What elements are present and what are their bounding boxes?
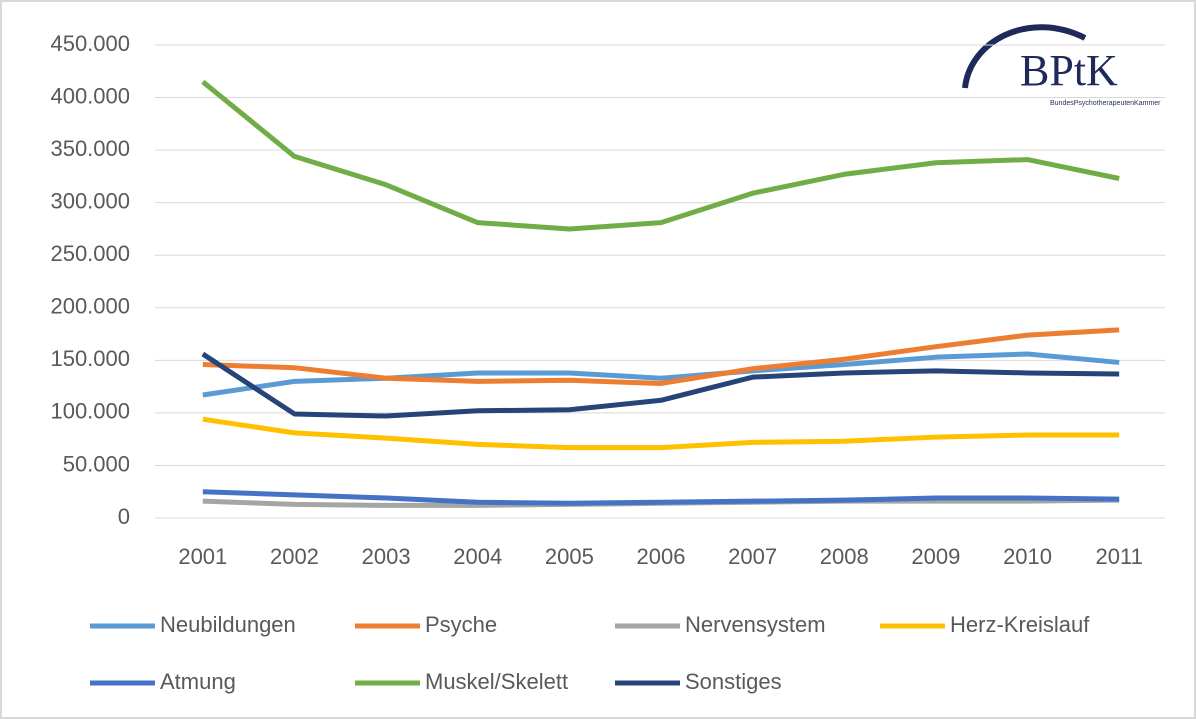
x-tick-label: 2002 [270, 544, 319, 569]
series-line [202, 489, 1120, 506]
y-tick-label: 50.000 [63, 451, 130, 476]
logo-subtitle: BundesPsychotherapeutenKammer [1050, 100, 1161, 107]
x-tick-label: 2009 [911, 544, 960, 569]
y-tick-label: 350.000 [50, 136, 130, 161]
legend-label: Psyche [425, 612, 497, 637]
legend-label: Nervensystem [685, 612, 826, 637]
legend-label: Sonstiges [685, 669, 782, 694]
y-tick-label: 100.000 [50, 399, 130, 424]
series-line [202, 416, 1120, 451]
y-tick-label: 400.000 [50, 83, 130, 108]
y-tick-label: 0 [118, 504, 130, 529]
y-tick-label: 450.000 [50, 31, 130, 56]
series-line [201, 351, 1120, 419]
y-tick-label: 250.000 [50, 241, 130, 266]
x-tick-label: 2003 [362, 544, 411, 569]
x-tick-label: 2008 [820, 544, 869, 569]
legend-label: Herz-Kreislauf [950, 612, 1090, 637]
x-tick-label: 2004 [453, 544, 502, 569]
series-line [202, 327, 1120, 386]
legend-label: Atmung [160, 669, 236, 694]
legend-label: Muskel/Skelett [425, 669, 568, 694]
series-line [201, 79, 1120, 232]
y-tick-label: 200.000 [50, 294, 130, 319]
x-tick-label: 2011 [1096, 544, 1143, 569]
x-tick-label: 2005 [545, 544, 594, 569]
logo-text: BPtK [1020, 46, 1118, 95]
x-tick-label: 2010 [1003, 544, 1052, 569]
x-tick-label: 2007 [728, 544, 777, 569]
x-tick-label: 2006 [637, 544, 686, 569]
y-tick-label: 150.000 [50, 346, 130, 371]
legend-label: Neubildungen [160, 612, 296, 637]
x-tick-label: 2001 [178, 544, 227, 569]
y-tick-label: 300.000 [50, 188, 130, 213]
logo-arc [962, 24, 1087, 89]
series-line [202, 351, 1120, 398]
